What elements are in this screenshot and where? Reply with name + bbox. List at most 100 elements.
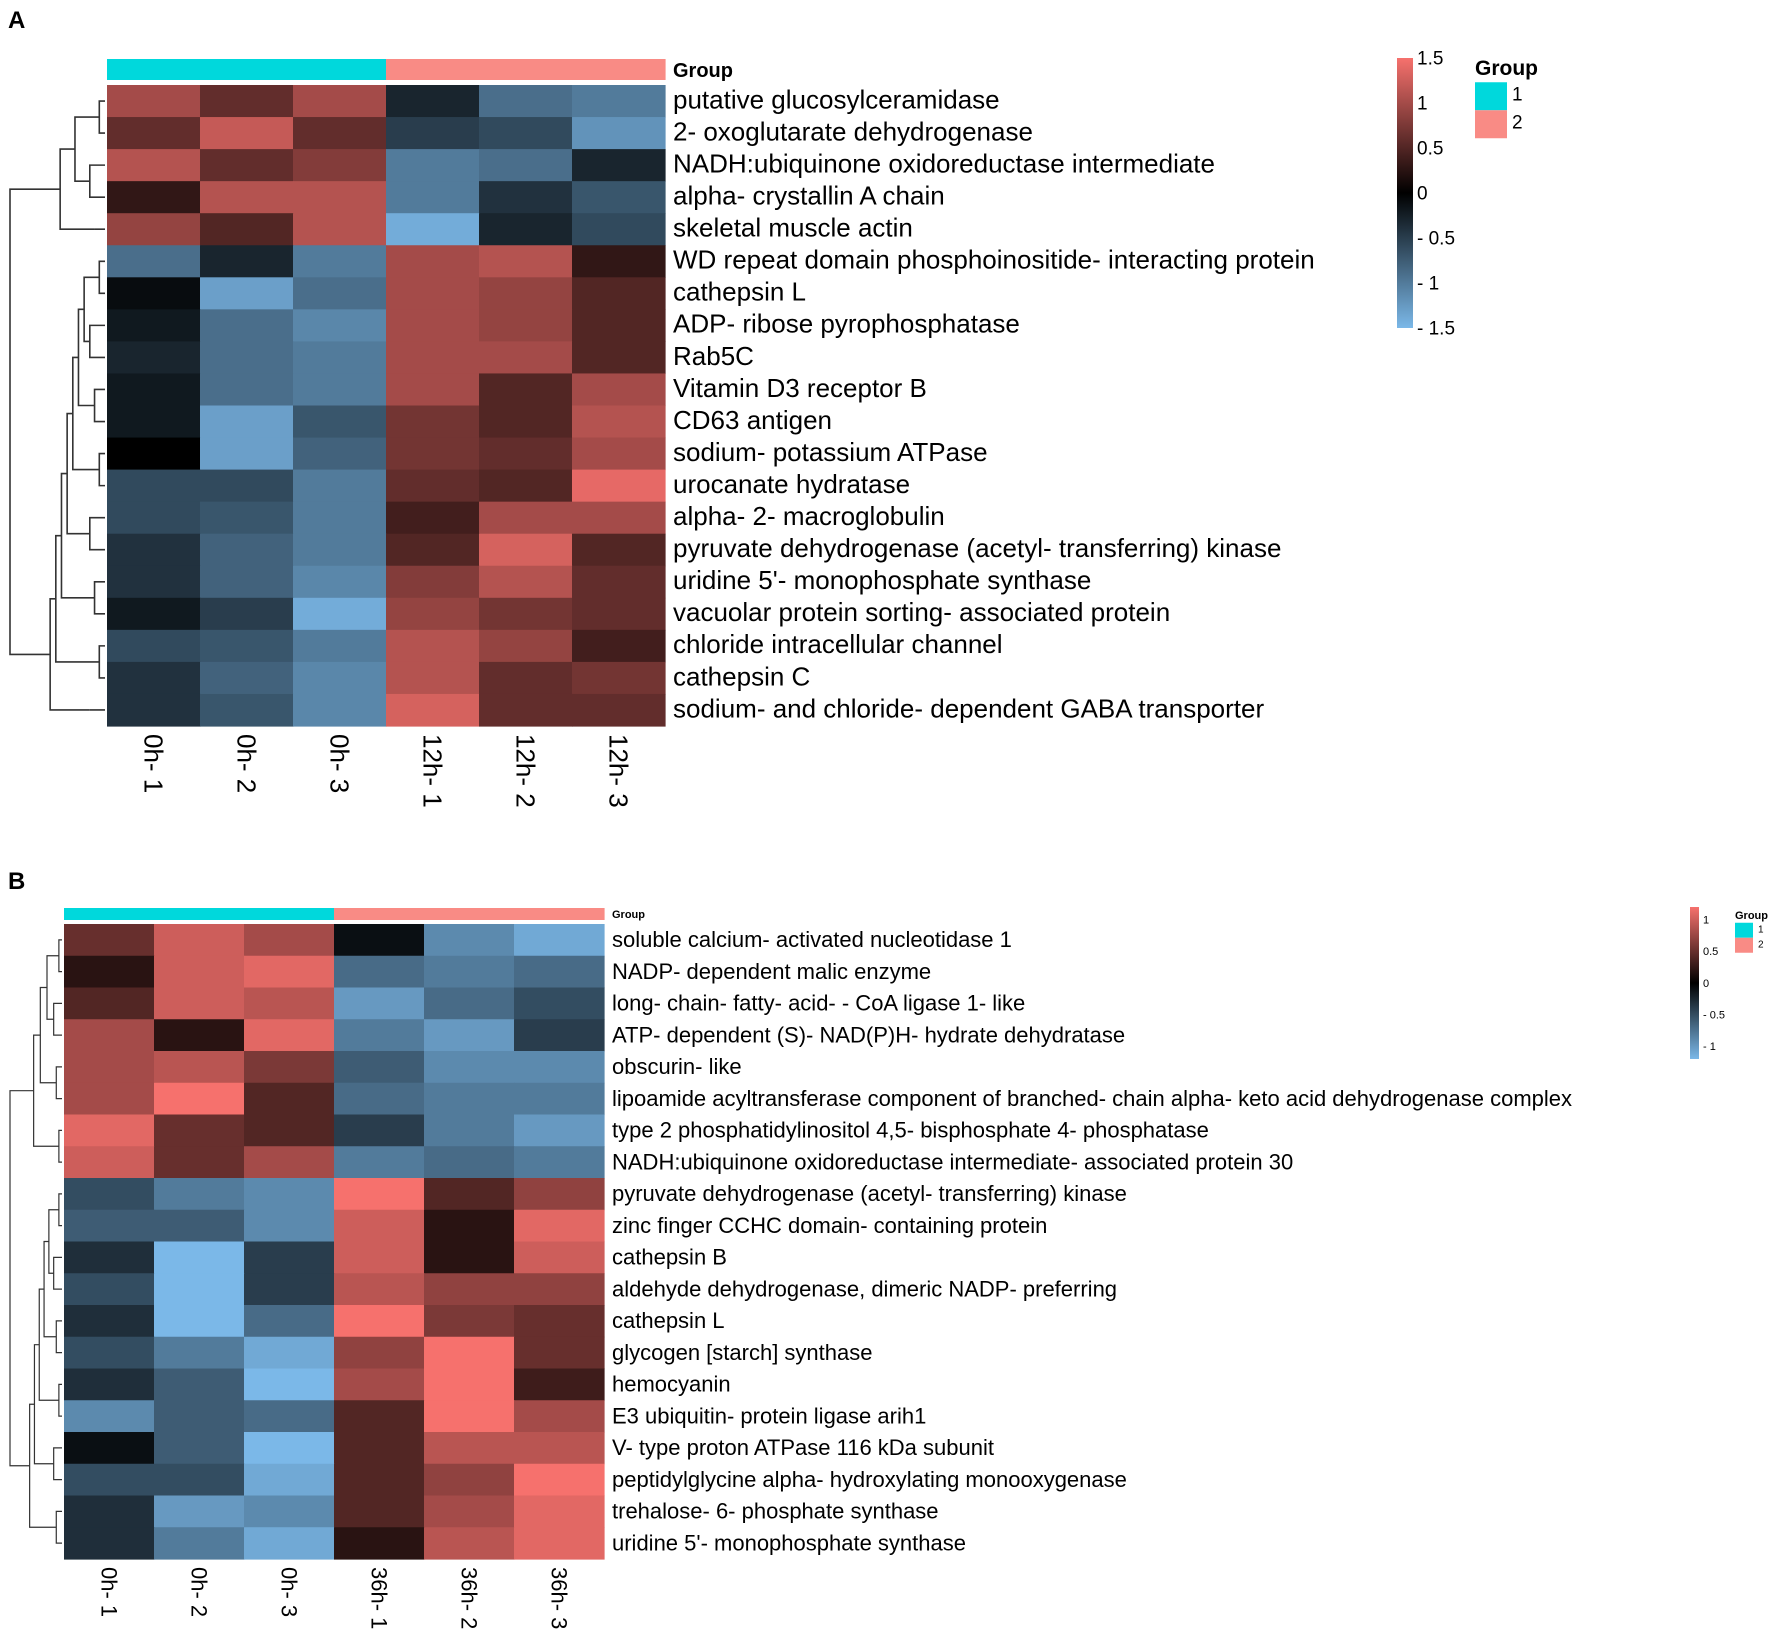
- heatmap-cell: [293, 661, 387, 695]
- color-scale-tick: - 0.5: [1703, 1010, 1725, 1022]
- heatmap-cell: [154, 1463, 245, 1497]
- heatmap-cell: [334, 1432, 425, 1465]
- heatmap-cell: [293, 565, 387, 599]
- row-label: V- type proton ATPase 116 kDa subunit: [612, 1435, 994, 1460]
- heatmap-cell: [154, 1178, 245, 1211]
- dendrogram-root: [9, 1090, 34, 1467]
- heatmap-cell: [479, 245, 573, 278]
- heatmap-cell: [200, 597, 294, 631]
- row-label: Rab5C: [673, 341, 754, 371]
- row-label: ADP- ribose pyrophosphatase: [673, 309, 1020, 339]
- heatmap-cell: [244, 1051, 335, 1084]
- heatmap-cell: [334, 1019, 425, 1052]
- heatmap-cell: [64, 1082, 155, 1116]
- heatmap-cell: [514, 1114, 605, 1147]
- group-bar-cell: [154, 908, 245, 920]
- heatmap-cell: [244, 1400, 335, 1433]
- heatmap-cell: [293, 597, 387, 631]
- color-scale-tick: 0.5: [1417, 139, 1443, 160]
- heatmap-cell: [386, 565, 480, 599]
- column-label: 0h- 3: [276, 1567, 301, 1617]
- heatmap-cell: [386, 341, 480, 375]
- dendrogram-branch: [53, 1447, 62, 1481]
- heatmap-cell: [107, 341, 201, 375]
- heatmap-cell: [424, 1082, 515, 1116]
- heatmap-cell: [64, 1336, 155, 1370]
- heatmap-cell: [334, 1209, 425, 1243]
- dendrogram-branch: [60, 472, 95, 599]
- heatmap-cell: [244, 955, 335, 989]
- dendrogram-branch: [93, 388, 105, 423]
- heatmap-cell: [107, 213, 201, 246]
- heatmap-cell: [514, 1527, 605, 1560]
- group-bar-cell: [572, 59, 666, 80]
- heatmap-cell: [293, 85, 387, 118]
- color-scale-tick: 0.5: [1703, 946, 1718, 958]
- heatmap-cell: [293, 341, 387, 375]
- dendrogram-branch: [55, 1510, 62, 1544]
- heatmap-cell: [154, 1241, 245, 1274]
- row-label: vacuolar protein sorting- associated pro…: [673, 597, 1170, 627]
- heatmap-cell: [514, 1432, 605, 1465]
- column-label: 0h- 2: [231, 734, 261, 793]
- heatmap-cell: [293, 533, 387, 567]
- heatmap-cell: [572, 85, 666, 118]
- row-label: lipoamide acyltransferase component of b…: [612, 1086, 1572, 1111]
- heatmap-cell: [424, 1114, 515, 1147]
- column-label: 12h- 1: [417, 734, 447, 808]
- heatmap-cell: [293, 309, 387, 342]
- group-bar-cell: [200, 59, 294, 80]
- column-label: 0h- 1: [96, 1567, 121, 1617]
- heatmap-cell: [64, 1178, 155, 1211]
- heatmap-cell: [572, 245, 666, 278]
- heatmap-cell: [572, 309, 666, 342]
- group-bar-label: Group: [673, 60, 733, 82]
- heatmap-cell: [200, 117, 294, 150]
- dendrogram-branch: [58, 939, 62, 973]
- heatmap-cell: [334, 1146, 425, 1179]
- heatmap-cell: [107, 85, 201, 118]
- heatmap-cell: [154, 1273, 245, 1306]
- heatmap-cell: [479, 277, 573, 310]
- heatmap-cell: [154, 1209, 245, 1243]
- row-label: 2- oxoglutarate dehydrogenase: [673, 116, 1033, 146]
- group-legend-label: 1: [1758, 925, 1764, 936]
- color-scale-tick: - 1: [1417, 274, 1439, 295]
- dendrogram-branch: [98, 452, 105, 487]
- heatmap-cell: [200, 341, 294, 375]
- heatmap-cell: [424, 1527, 515, 1560]
- row-label: peptidylglycine alpha- hydroxylating mon…: [612, 1467, 1127, 1492]
- color-scale-tick: - 1: [1703, 1041, 1716, 1053]
- heatmap-cell: [386, 373, 480, 407]
- heatmap-cell: [244, 1146, 335, 1179]
- heatmap-cell: [572, 149, 666, 182]
- heatmap-cell: [386, 309, 480, 342]
- dendrogram-branch: [74, 116, 100, 182]
- row-label: cathepsin L: [673, 277, 806, 307]
- heatmap-cell: [572, 629, 666, 663]
- heatmap-cell: [572, 373, 666, 407]
- heatmap-cell: [334, 1336, 425, 1370]
- heatmap-cell: [572, 469, 666, 503]
- dendrogram-branch: [33, 1344, 54, 1465]
- heatmap-cell: [293, 469, 387, 503]
- row-label: cathepsin L: [612, 1308, 725, 1333]
- heatmap-cell: [64, 1241, 155, 1274]
- heatmap-cell: [334, 1114, 425, 1147]
- heatmap-cell: [293, 213, 387, 246]
- row-label: soluble calcium- activated nucleotidase …: [612, 927, 1012, 952]
- group-bar-cell: [424, 908, 515, 920]
- heatmap-cell: [572, 597, 666, 631]
- heatmap-cell: [572, 437, 666, 471]
- row-label: cathepsin B: [612, 1245, 727, 1270]
- heatmap-cell: [293, 181, 387, 214]
- heatmap-cell: [572, 565, 666, 599]
- heatmap-cell: [514, 955, 605, 989]
- row-label: sodium- and chloride- dependent GABA tra…: [673, 693, 1264, 723]
- heatmap-cell: [514, 1400, 605, 1433]
- heatmap-cell: [334, 1305, 425, 1338]
- heatmap-cell: [293, 437, 387, 471]
- heatmap-cell: [154, 1432, 245, 1465]
- row-label: aldehyde dehydrogenase, dimeric NADP- pr…: [612, 1276, 1117, 1301]
